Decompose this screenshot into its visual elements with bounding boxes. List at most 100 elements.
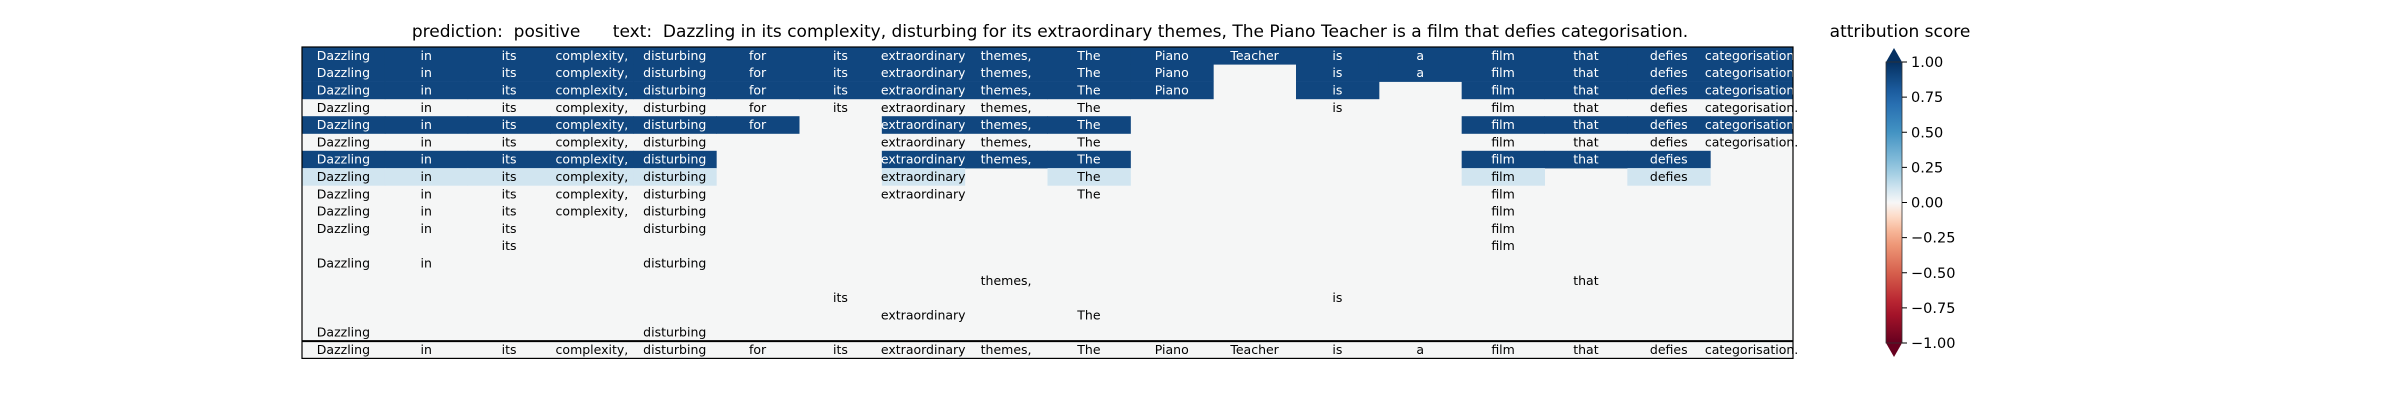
heatmap-cell [467, 64, 551, 82]
heatmap-cell [1461, 81, 1545, 100]
token-label: is [1332, 48, 1342, 63]
token-label: extraordinary [881, 117, 966, 132]
heatmap-cell [716, 47, 800, 65]
token-label: its [502, 169, 517, 184]
colorbar-tick-label: −1.00 [1911, 336, 1955, 352]
heatmap-frame [301, 46, 1794, 359]
heatmap-cell [550, 150, 634, 169]
token-label: Dazzling [317, 152, 370, 167]
token-label: Dazzling [317, 48, 370, 63]
token-label: film [1491, 169, 1515, 184]
token-label: that [1573, 48, 1598, 63]
colorbar-tick-label: −0.25 [1911, 231, 1955, 247]
token-label: in [421, 255, 432, 270]
heatmap-cell [302, 47, 386, 65]
heatmap-cell [1130, 47, 1214, 65]
token-label: that [1573, 342, 1598, 357]
heatmap-cell [1461, 150, 1545, 169]
token-label: disturbing [643, 186, 706, 201]
heatmap-cell [1378, 47, 1463, 65]
token-label: complexity, [556, 186, 629, 201]
token-label: its [833, 82, 848, 97]
colorbar-tick-label: −0.75 [1911, 301, 1955, 317]
token-label: Dazzling [317, 134, 370, 149]
heatmap-cell [1047, 81, 1131, 100]
token-label: The [1076, 169, 1101, 184]
heatmap-cell [716, 64, 800, 82]
token-label: film [1491, 65, 1515, 80]
heatmap-cell [1710, 116, 1794, 134]
heatmap-cell [1627, 116, 1711, 134]
heatmap-cell [1710, 64, 1794, 82]
colorbar-tick-label: 0.25 [1911, 160, 1943, 176]
token-label: themes, [981, 65, 1032, 80]
heatmap-cell [964, 81, 1048, 100]
token-label: defies [1650, 169, 1688, 184]
heatmap-cell [633, 81, 717, 100]
heatmap-cell [964, 116, 1048, 134]
token-label: that [1573, 273, 1598, 288]
token-label: is [1332, 82, 1342, 97]
token-label: Teacher [1229, 48, 1279, 63]
token-label: its [502, 152, 517, 167]
heatmap-cell [384, 116, 469, 134]
heatmap-cell [1544, 116, 1628, 134]
heatmap-cell [633, 116, 717, 134]
token-label: film [1491, 48, 1515, 63]
heatmap-cell [1378, 64, 1463, 82]
heatmap-cell [881, 47, 966, 65]
token-label: in [421, 342, 432, 357]
token-label: disturbing [643, 82, 706, 97]
token-label: its [502, 238, 517, 253]
token-label: in [421, 169, 432, 184]
token-label: that [1573, 134, 1598, 149]
token-label: film [1491, 134, 1515, 149]
heatmap-cell [467, 150, 551, 169]
heatmap-cell [633, 47, 717, 65]
token-label: for [749, 117, 767, 132]
heatmap-cell [964, 47, 1048, 65]
token-label: in [421, 204, 432, 219]
token-label: categorisation. [1705, 100, 1798, 115]
token-label: is [1332, 342, 1342, 357]
colorbar-tick-label: 0.00 [1911, 196, 1943, 212]
heatmap-cell [467, 116, 551, 134]
token-label: that [1573, 82, 1598, 97]
heatmap-cell [384, 168, 469, 186]
token-label: film [1491, 117, 1515, 132]
token-label: complexity, [556, 134, 629, 149]
token-label: that [1573, 117, 1598, 132]
heatmap-cell [633, 64, 717, 82]
token-label: Dazzling [317, 82, 370, 97]
heatmap-cell [1461, 47, 1545, 65]
token-label: extraordinary [881, 186, 966, 201]
token-label: disturbing [643, 134, 706, 149]
token-label: disturbing [643, 255, 706, 270]
token-label: film [1491, 100, 1515, 115]
heatmap-cell [881, 64, 966, 82]
token-label: in [421, 82, 432, 97]
token-label: extraordinary [881, 152, 966, 167]
token-label: extraordinary [881, 100, 966, 115]
token-label: themes, [981, 134, 1032, 149]
token-label: The [1076, 186, 1101, 201]
token-label: Dazzling [317, 100, 370, 115]
token-label: complexity, [556, 100, 629, 115]
token-label: extraordinary [881, 82, 966, 97]
heatmap-cell [964, 64, 1048, 82]
token-label: a [1416, 65, 1424, 80]
heatmap-cell [384, 81, 469, 100]
heatmap-cell [1047, 64, 1131, 82]
token-label: complexity, [556, 204, 629, 219]
token-label: for [749, 82, 767, 97]
colorbar-tick-label: −0.50 [1911, 266, 1955, 282]
token-label: its [833, 100, 848, 115]
heatmap-cell [1296, 81, 1380, 100]
token-label: disturbing [643, 100, 706, 115]
heatmap-cell [384, 64, 469, 82]
token-label: themes, [981, 152, 1032, 167]
token-label: Dazzling [317, 204, 370, 219]
token-label: Piano [1155, 65, 1189, 80]
heatmap-cell [799, 47, 883, 65]
